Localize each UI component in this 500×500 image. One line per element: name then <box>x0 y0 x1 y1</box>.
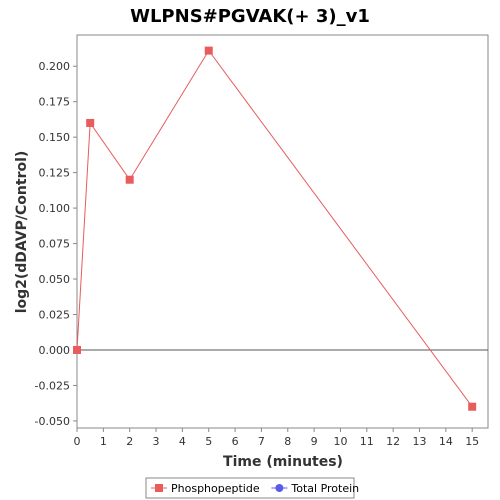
x-tick-label: 2 <box>126 435 133 448</box>
y-tick-label: 0.100 <box>39 202 71 215</box>
x-tick-label: 7 <box>258 435 265 448</box>
x-tick-label: 9 <box>311 435 318 448</box>
legend-circle-marker-icon <box>275 484 284 492</box>
data-point <box>204 46 213 55</box>
y-tick-label: 0.200 <box>39 60 71 73</box>
y-tick-label: 0.175 <box>39 96 71 109</box>
data-point <box>468 402 477 411</box>
x-axis-label: Time (minutes) <box>223 454 343 470</box>
x-tick-label: 11 <box>360 435 374 448</box>
x-tick-label: 8 <box>284 435 291 448</box>
series-layer <box>73 46 477 411</box>
x-tick-label: 14 <box>439 435 453 448</box>
x-tick-label: 5 <box>205 435 212 448</box>
data-point <box>86 118 95 127</box>
legend-box <box>145 477 355 499</box>
x-tick-label: 1 <box>100 435 107 448</box>
x-tick-label: 4 <box>179 435 186 448</box>
data-point <box>125 175 134 184</box>
plot-frame <box>76 34 489 429</box>
x-tick-label: 12 <box>386 435 400 448</box>
x-tick-label: 3 <box>153 435 160 448</box>
y-tick-label: 0.025 <box>39 308 71 321</box>
x-tick-label: 0 <box>74 435 81 448</box>
y-tick-label: 0.000 <box>39 344 71 357</box>
chart-title: WLPNS#PGVAK(+ 3)_v1 <box>130 6 370 27</box>
x-tick-label: 10 <box>333 435 347 448</box>
x-axis-ticks: 0 1 2 3 4 5 6 7 8 9 10 11 12 13 14 15 <box>74 428 479 448</box>
legend-square-marker-icon <box>155 484 163 492</box>
y-axis-label: log2(dDAVP/Control) <box>14 151 30 314</box>
x-tick-label: 6 <box>232 435 239 448</box>
y-tick-label: 0.150 <box>39 131 71 144</box>
data-point <box>73 345 81 354</box>
y-axis-ticks: -0.050 -0.025 0.000 0.025 0.050 0.075 0.100 0.1… <box>35 60 77 428</box>
legend-label: Total Protein <box>290 482 359 495</box>
y-tick-label: -0.050 <box>35 415 70 428</box>
y-tick-label: 0.075 <box>39 238 71 251</box>
y-tick-label: 0.050 <box>39 273 71 286</box>
y-tick-label: -0.025 <box>35 379 70 392</box>
x-tick-label: 13 <box>413 435 427 448</box>
legend-label: Phosphopeptide <box>171 482 260 495</box>
y-tick-label: 0.125 <box>39 167 71 180</box>
plot-area: -0.050 -0.025 0.000 0.025 0.050 0.075 0.100 0.1… <box>35 34 489 448</box>
legend: Phosphopeptide Total Protein <box>145 477 359 499</box>
x-tick-label: 15 <box>465 435 479 448</box>
